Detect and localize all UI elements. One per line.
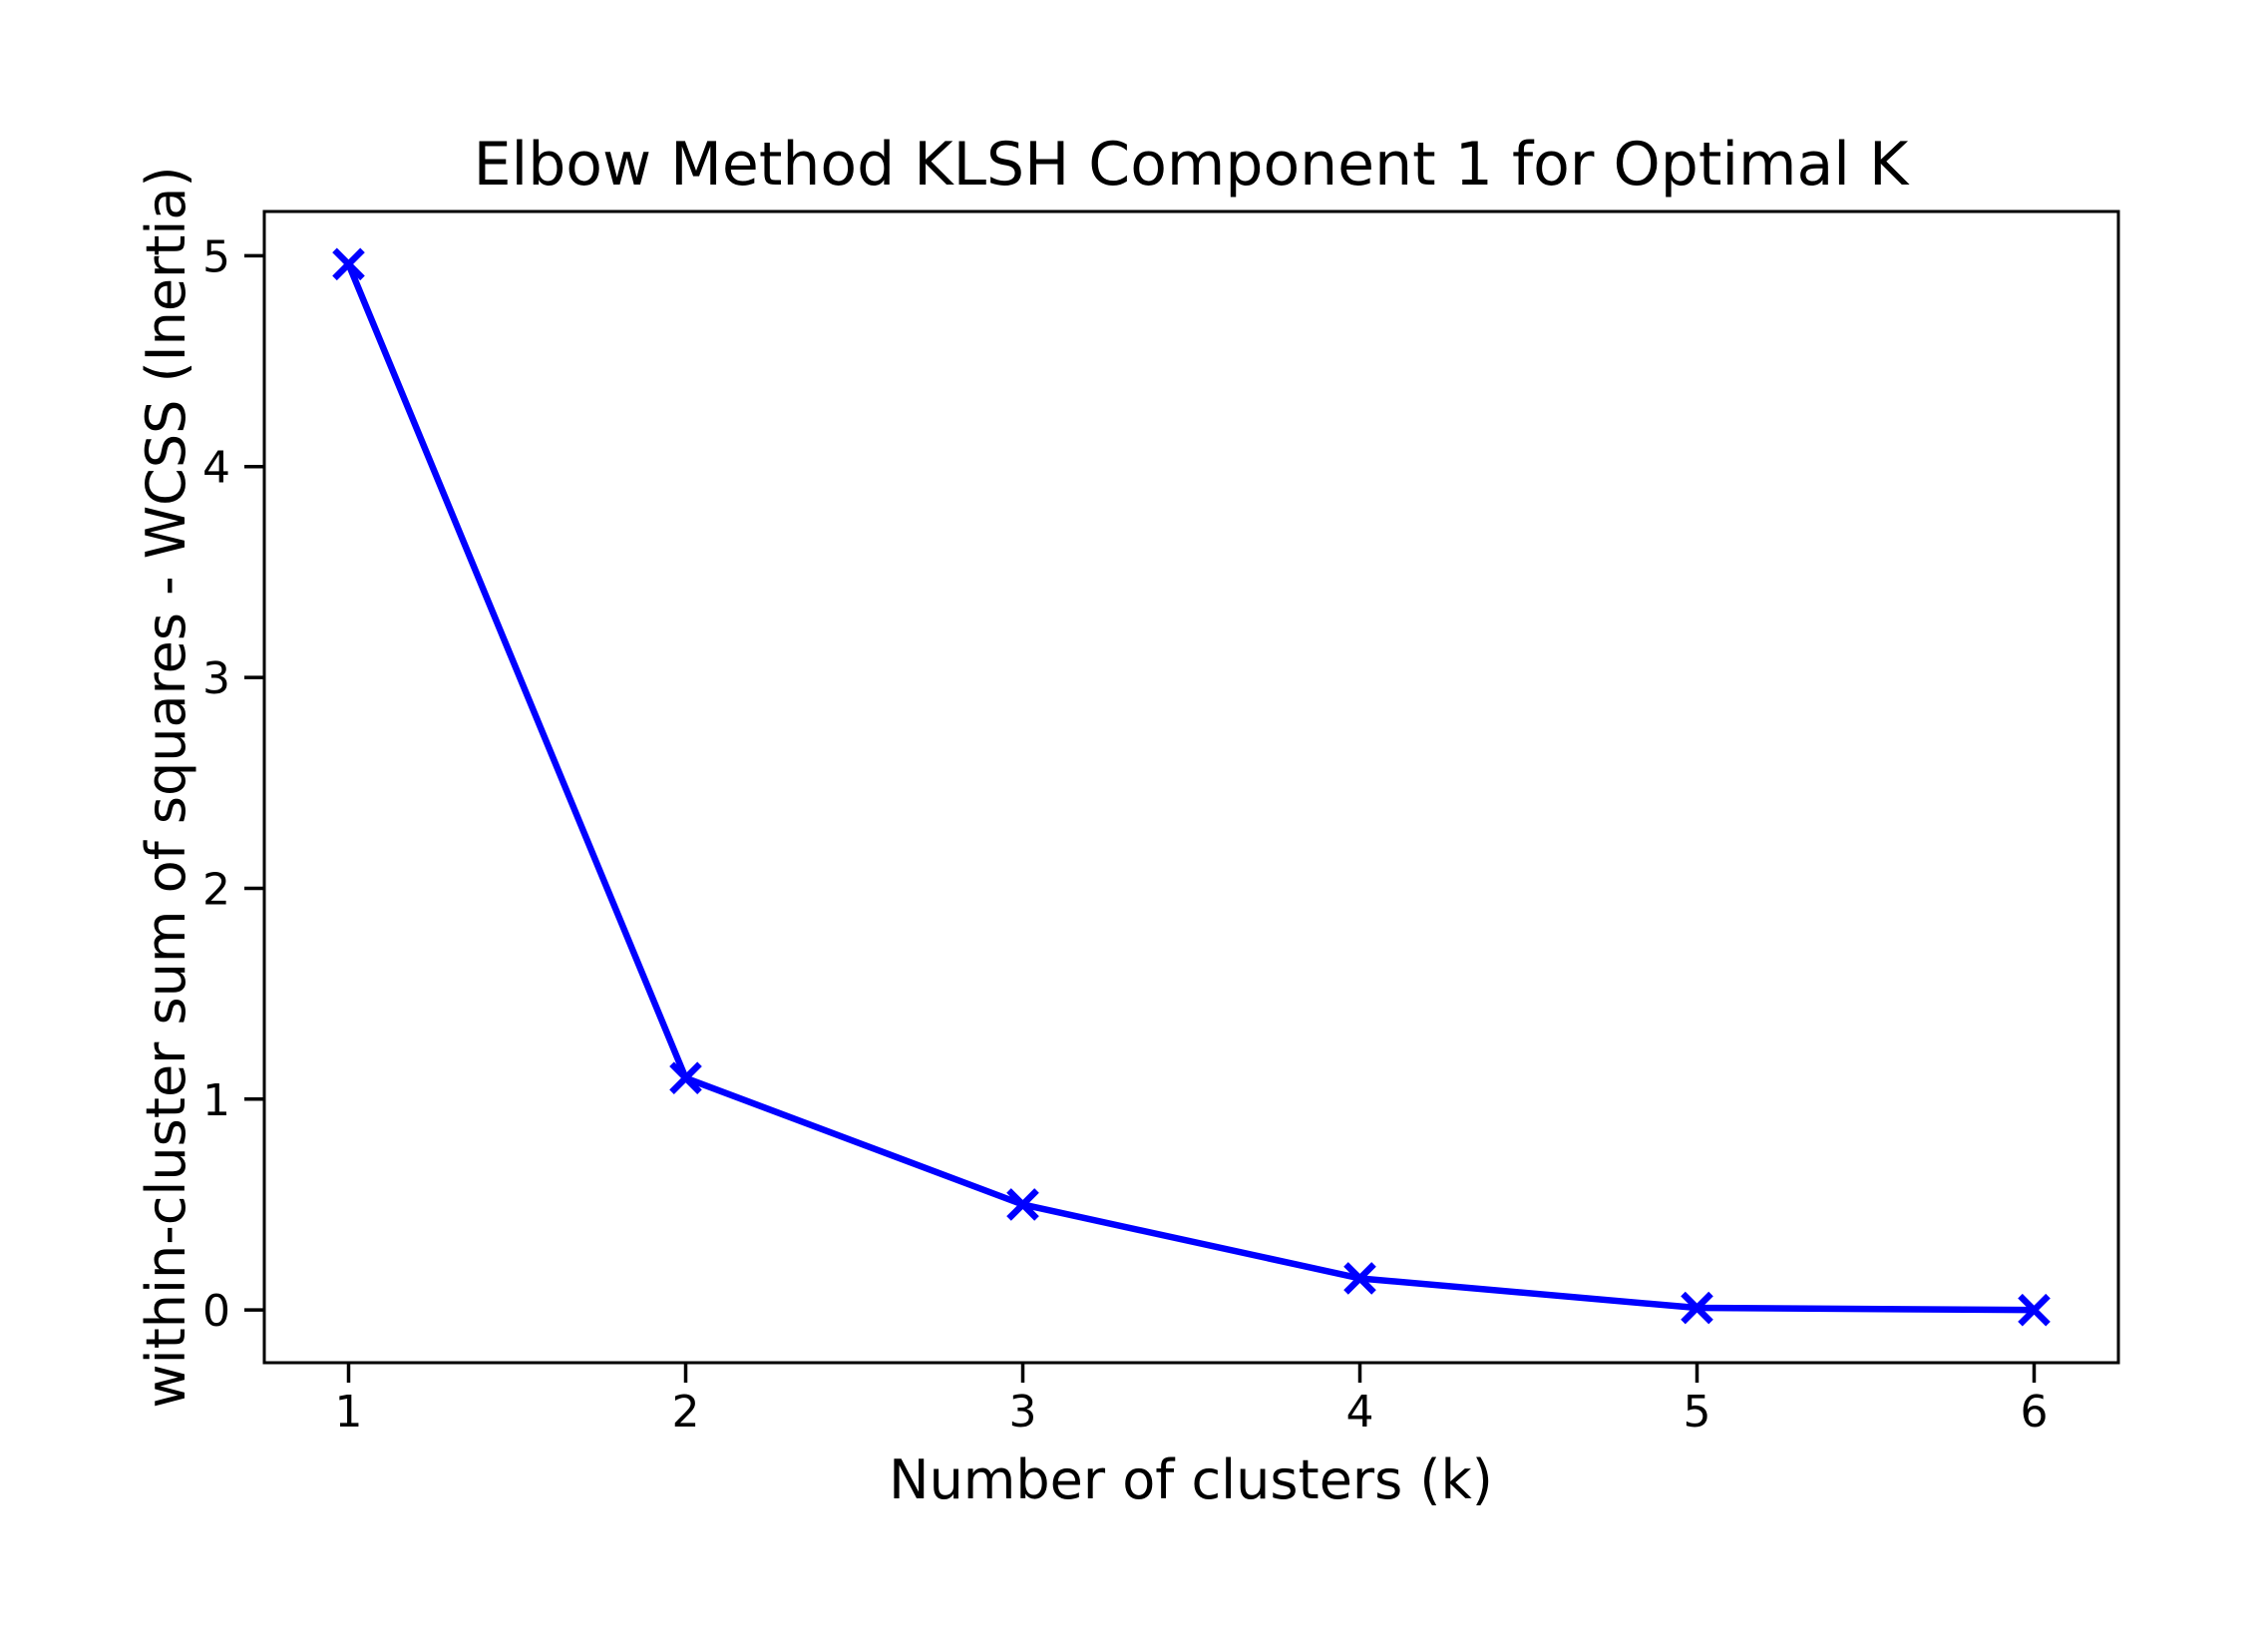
plot-area [262,209,2120,1365]
x-tick-label: 3 [1009,1387,1037,1438]
y-tick-label: 1 [202,1075,230,1126]
x-tick-label: 1 [335,1387,363,1438]
y-tick-label: 0 [202,1286,230,1337]
x-tick-label: 5 [1684,1387,1711,1438]
x-axis-ticks: 1 2 3 4 5 6 [335,1363,2049,1438]
y-tick-label: 5 [202,231,230,282]
y-axis-ticks: 0 1 2 3 4 5 [202,231,264,1337]
y-axis-label: within-cluster sum of squares - WCSS (In… [135,166,197,1408]
x-tick-label: 6 [2021,1387,2049,1438]
chart-title: Elbow Method KLSH Component 1 for Optima… [474,130,1910,200]
y-tick-label: 4 [202,443,230,494]
x-tick-label: 2 [672,1387,700,1438]
x-tick-label: 4 [1346,1387,1374,1438]
wcss-line [345,262,2035,1314]
x-axis-label: Number of clusters (k) [889,1448,1493,1511]
y-tick-label: 2 [202,864,230,915]
wcss-series [332,247,2051,1327]
data-point-markers [332,247,2051,1327]
y-tick-label: 3 [202,653,230,704]
